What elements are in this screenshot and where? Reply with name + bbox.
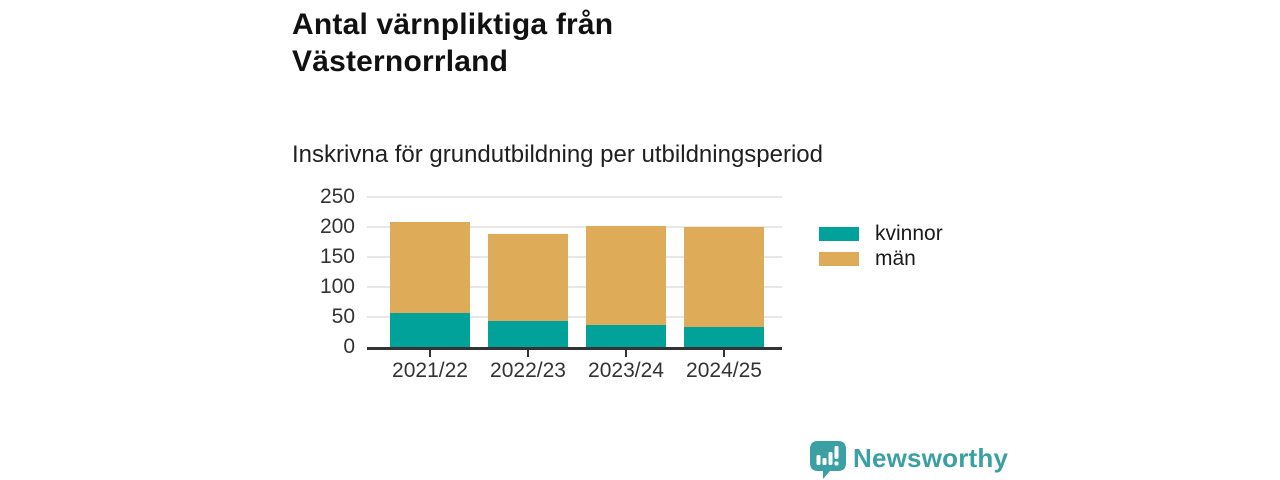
legend-item: kvinnor — [819, 221, 943, 246]
bar-segment-kvinnor — [684, 327, 764, 347]
x-axis-tick-label: 2021/22 — [392, 359, 468, 382]
bar-segment-kvinnor — [488, 320, 568, 347]
y-axis-tick-label: 250 — [319, 185, 355, 208]
bar-segment-man — [390, 221, 470, 313]
y-axis-tick-label: 50 — [331, 305, 355, 328]
title-line-1: Antal värnpliktiga från — [292, 8, 614, 41]
legend-item: män — [819, 246, 943, 271]
bar-segment-kvinnor — [390, 312, 470, 347]
plot-area: 0 50 100 150 200 250 2021/22 2022/23 2023/24 2024… — [320, 186, 782, 382]
chart-subtitle: Inskrivna för grundutbildning per utbild… — [292, 141, 823, 168]
gridline — [367, 226, 782, 228]
x-axis-tick-label: 2023/24 — [588, 359, 664, 382]
x-axis-tick — [625, 350, 627, 357]
x-axis-tick-label: 2024/25 — [686, 359, 762, 382]
y-axis-tick-label: 150 — [319, 245, 355, 268]
brand-name: Newsworthy — [853, 443, 1009, 473]
brand-footer: Newsworthy — [810, 441, 1008, 479]
bar-segment-man — [488, 234, 568, 321]
bar-segment-man — [586, 226, 666, 326]
legend-label: män — [875, 247, 916, 270]
bar-stack — [390, 197, 470, 347]
x-axis-tick — [723, 350, 725, 357]
bar-stack — [488, 197, 568, 347]
newsworthy-chart-bubble-icon — [810, 441, 846, 479]
bar-segment-kvinnor — [586, 325, 666, 347]
gridline — [367, 256, 782, 258]
bar-stack — [684, 197, 764, 347]
gridline — [367, 316, 782, 318]
gridline — [367, 196, 782, 198]
x-axis-tick — [527, 350, 529, 357]
x-axis-tick-label: 2022/23 — [490, 359, 566, 382]
y-axis-tick-label: 100 — [319, 275, 355, 298]
legend-swatch — [819, 251, 859, 266]
page-title: Antal värnpliktiga från Västernorrland — [292, 6, 613, 80]
legend-swatch — [819, 226, 859, 241]
legend-label: kvinnor — [875, 222, 943, 245]
gridline — [367, 286, 782, 288]
bar-stack — [586, 197, 666, 347]
title-line-2: Västernorrland — [292, 45, 509, 78]
legend: kvinnor män — [819, 221, 943, 271]
bar-segment-man — [684, 227, 764, 328]
x-axis-tick — [429, 350, 431, 357]
y-axis-tick-label: 200 — [319, 215, 355, 238]
y-axis-tick-label: 0 — [343, 335, 355, 358]
